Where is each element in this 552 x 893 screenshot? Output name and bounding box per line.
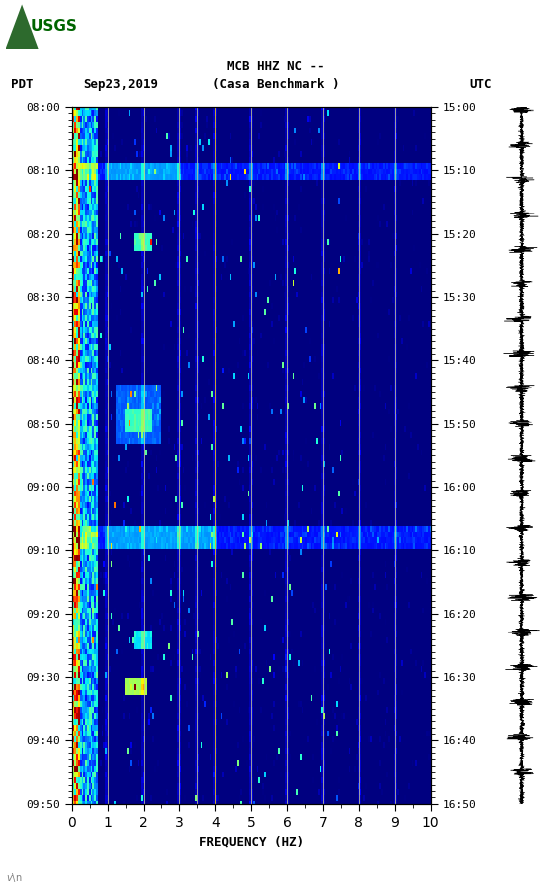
Text: $\mathit{v}$\n: $\mathit{v}$\n [6, 871, 22, 884]
Text: MCB HHZ NC --: MCB HHZ NC -- [227, 61, 325, 73]
Text: PDT: PDT [11, 79, 34, 91]
Text: (Casa Benchmark ): (Casa Benchmark ) [213, 79, 339, 91]
Text: UTC: UTC [469, 79, 491, 91]
Text: Sep23,2019: Sep23,2019 [83, 79, 158, 91]
Text: USGS: USGS [30, 20, 77, 34]
Polygon shape [6, 4, 39, 49]
X-axis label: FREQUENCY (HZ): FREQUENCY (HZ) [199, 835, 304, 848]
